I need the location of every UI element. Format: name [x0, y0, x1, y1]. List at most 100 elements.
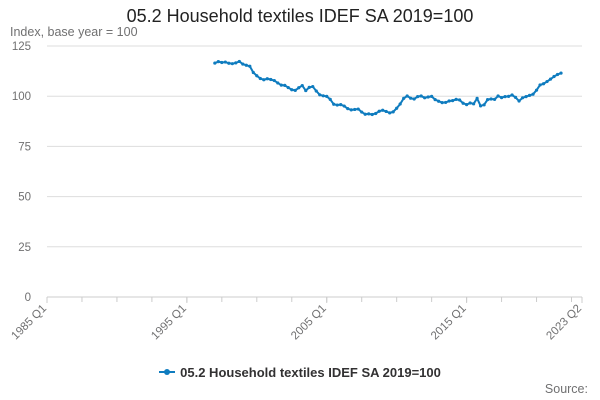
- data-point: [541, 82, 546, 86]
- data-point: [370, 112, 374, 117]
- data-point: [506, 94, 511, 98]
- data-point: [349, 108, 353, 112]
- data-point: [454, 97, 458, 102]
- data-point: [402, 96, 406, 101]
- data-point: [262, 78, 266, 82]
- data-point: [433, 98, 437, 102]
- data-point: [325, 94, 329, 98]
- data-point: [251, 70, 255, 75]
- data-point: [227, 61, 231, 65]
- data-point: [527, 93, 532, 97]
- data-point: [318, 93, 322, 97]
- data-point: [548, 77, 553, 81]
- data-point: [423, 96, 427, 100]
- data-point: [510, 93, 514, 97]
- data-point: [241, 62, 245, 66]
- data-point: [216, 60, 220, 64]
- data-point: [440, 101, 444, 105]
- data-point: [559, 71, 563, 75]
- data-point: [555, 72, 560, 77]
- data-point: [283, 83, 287, 87]
- data-point: [475, 96, 479, 101]
- data-point: [314, 89, 318, 93]
- data-point: [485, 98, 490, 102]
- x-tick-label: 2015 Q1: [429, 303, 469, 343]
- data-point: [405, 94, 409, 98]
- data-point: [321, 94, 325, 98]
- data-point: [444, 100, 448, 105]
- data-point: [272, 78, 276, 83]
- data-point: [465, 103, 469, 107]
- data-point: [524, 95, 528, 99]
- data-point: [531, 92, 535, 96]
- data-point: [499, 96, 504, 100]
- data-point: [451, 99, 455, 103]
- y-tick-label: 125: [12, 41, 31, 53]
- data-point: [213, 61, 217, 65]
- axes: 0 25 50 75 100 125 1985 Q1 1995 Q1 2005 Q1 2015 Q…: [9, 41, 584, 342]
- data-point: [377, 109, 381, 113]
- data-point: [286, 85, 290, 90]
- data-point: [311, 84, 315, 89]
- series-layer: [213, 59, 563, 117]
- data-point: [328, 97, 332, 102]
- data-point: [279, 83, 283, 87]
- data-point: [430, 94, 434, 98]
- data-point: [461, 101, 465, 105]
- data-point: [552, 74, 556, 79]
- x-tick-label: 1985 Q1: [9, 303, 49, 343]
- data-point: [339, 103, 343, 107]
- y-tick-label: 75: [18, 141, 31, 153]
- data-point: [223, 60, 227, 64]
- y-tick-label: 0: [25, 292, 31, 304]
- data-point: [412, 97, 416, 101]
- data-point: [534, 88, 539, 92]
- data-point: [374, 111, 378, 116]
- grid-lines: [47, 45, 582, 248]
- data-point: [381, 108, 385, 112]
- chart-title: 05.2 Household textiles IDEF SA 2019=100: [126, 6, 474, 26]
- data-point: [220, 60, 224, 65]
- data-point: [265, 77, 269, 81]
- data-point: [234, 61, 238, 65]
- data-point: [503, 95, 507, 99]
- data-point: [384, 109, 388, 114]
- data-point: [489, 97, 493, 101]
- data-point: [346, 107, 350, 111]
- data-point: [290, 88, 294, 92]
- legend-marker-icon: [164, 368, 171, 375]
- data-point: [356, 107, 360, 111]
- data-point: [258, 76, 262, 81]
- data-point: [307, 85, 311, 89]
- data-point: [255, 74, 259, 78]
- data-point: [276, 81, 280, 85]
- data-point: [437, 99, 441, 103]
- data-point: [447, 99, 451, 103]
- data-point: [391, 110, 395, 114]
- data-point: [496, 94, 500, 98]
- data-point: [492, 97, 497, 102]
- data-point: [342, 104, 346, 108]
- legend-swatch: [159, 368, 176, 375]
- data-point: [478, 104, 483, 108]
- data-point: [472, 102, 476, 106]
- data-point: [513, 95, 518, 99]
- data-point: [419, 94, 423, 98]
- data-point: [244, 63, 248, 67]
- legend: 05.2 Household textiles IDEF SA 2019=100: [0, 365, 600, 380]
- data-point: [248, 64, 252, 68]
- x-tick-label: 2005 Q1: [289, 303, 329, 343]
- legend-label: 05.2 Household textiles IDEF SA 2019=100: [180, 365, 441, 380]
- data-point: [367, 112, 371, 116]
- data-point: [304, 88, 308, 93]
- y-tick-label: 100: [12, 91, 31, 103]
- data-point: [458, 98, 462, 102]
- data-point: [538, 83, 542, 87]
- data-point: [545, 79, 549, 84]
- data-point: [335, 103, 339, 107]
- data-point: [293, 88, 297, 92]
- data-point: [353, 107, 357, 112]
- data-point: [468, 101, 472, 105]
- series-line: [214, 60, 562, 116]
- data-point: [398, 102, 402, 106]
